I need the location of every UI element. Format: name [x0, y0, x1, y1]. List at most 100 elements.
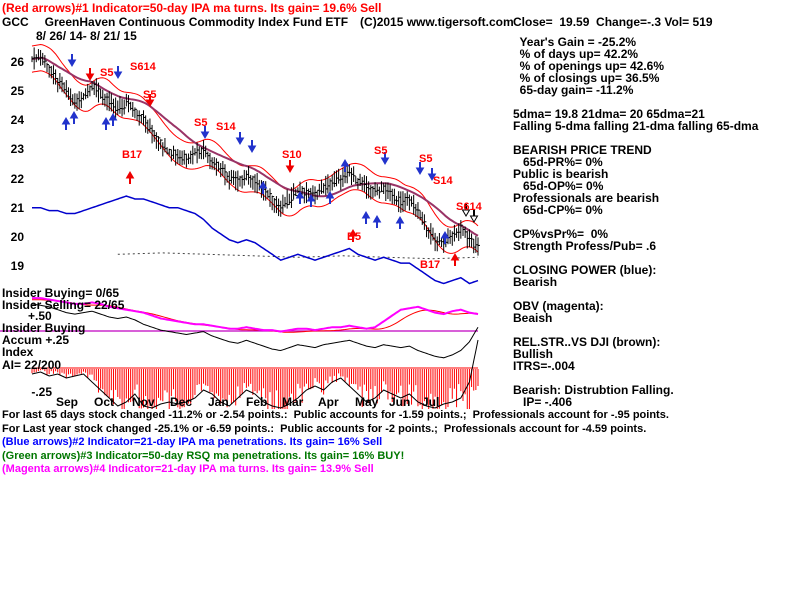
stats-line: % of days up= 42.2% [513, 47, 639, 61]
month-label: Dec [170, 395, 193, 409]
stats-line: ITRS=-.004 [513, 359, 575, 373]
stats-line: 65d-PR%= 0% [513, 155, 603, 169]
month-label: Nov [132, 395, 155, 409]
y-axis-label: 25 [10, 84, 24, 99]
y-axis-label: 19 [10, 259, 24, 273]
signal-label: S14 [216, 121, 236, 133]
instrument-name: GreenHaven Continuous Commodity Index Fu… [44, 15, 349, 29]
stats-line: Professionals are bearish [513, 191, 660, 205]
accum-index-label-2: Accum +.25 [2, 333, 70, 347]
ai-scale-minus-label: -.25 [28, 385, 53, 399]
signal-label: S5 [419, 153, 432, 165]
accum-index-line [31, 339, 479, 409]
signal-label: B5 [347, 231, 361, 243]
down-arrow-icon [380, 157, 390, 165]
stats-line: 65d-OP%= 0% [513, 179, 604, 193]
down-arrow-icon [200, 131, 210, 139]
up-arrow-icon [69, 111, 79, 119]
month-label: Oct [94, 395, 115, 409]
y-axis-label: 26 [10, 55, 24, 69]
signal-label: S614 [456, 201, 483, 213]
closing-power-line [32, 195, 479, 285]
y-axis-label: 21 [10, 200, 24, 215]
stats-line: IP= -.406 [513, 395, 573, 409]
y-axis-label: 23 [10, 142, 24, 157]
down-arrow-icon [285, 165, 295, 173]
stats-line: Beaish [513, 311, 553, 325]
price-ma-bands [31, 43, 479, 254]
price-bars [31, 47, 480, 256]
stats-line: 65d-CP%= 0% [513, 203, 603, 217]
month-label: Mar [282, 395, 304, 409]
y-axis-label: 20 [10, 229, 24, 244]
date-range: 8/ 26/ 14- 8/ 21/ 15 [36, 29, 137, 43]
signal-label: S614 [130, 61, 157, 73]
ai-ratio-label: AI= 22/200 [2, 358, 62, 372]
down-arrow-icon [113, 71, 123, 79]
month-label: Feb [246, 395, 268, 409]
stats-line: Bearish [513, 275, 558, 289]
month-label: Jan [208, 395, 229, 409]
signal-label: S10 [282, 149, 302, 161]
up-arrow-icon [395, 216, 405, 224]
stats-line: Strength Profess/Pub= .6 [513, 239, 657, 253]
up-arrow-icon [372, 215, 382, 223]
month-label: Jun [389, 395, 411, 409]
ma200-dotted-line [117, 252, 479, 260]
stats-line: 5dma= 19.8 21dma= 20 65dma=21 [513, 107, 705, 121]
signal-label: S5 [143, 89, 156, 101]
up-arrow-icon [450, 253, 460, 261]
down-arrow-icon [85, 73, 95, 81]
month-label: Apr [318, 395, 339, 409]
stats-line: Falling 5-dma falling 21-dma falling 65-… [513, 119, 759, 133]
y-axis-label: 22 [10, 171, 24, 186]
ticker-symbol: GCC [2, 15, 29, 29]
accum-index-label-3: Index [2, 345, 34, 359]
stats-line: % of openings up= 42.6% [513, 59, 665, 73]
up-arrow-icon [125, 171, 135, 179]
down-arrow-icon [415, 167, 425, 175]
month-label: Jul [422, 395, 440, 409]
summary-line: For last 65 days stock changed -11.2% or… [2, 409, 669, 421]
up-arrow-icon [440, 231, 450, 239]
indicator1-legend: (Red arrows)#1 Indicator=50-day IPA ma t… [2, 1, 382, 15]
summary-line: (Green arrows)#3 Indicator=50-day RSQ ma… [2, 449, 405, 462]
signal-label: S5 [374, 145, 387, 157]
signal-label: B17 [420, 259, 440, 271]
stats-line: 65-day gain= -11.2% [513, 83, 634, 97]
stats-line: OBV (magenta): [513, 299, 604, 313]
insider-buying-label: Insider Buying= 0/65 [2, 286, 120, 300]
signal-label: B17 [122, 149, 142, 161]
up-arrow-icon [101, 117, 111, 125]
stats-line: Bullish [513, 347, 554, 361]
signal-label: S5 [100, 67, 113, 79]
quote-line: Close= 19.59 Change=-.3 Vol= 519 [513, 15, 713, 29]
up-arrow-icon [361, 211, 371, 219]
up-arrow-icon [340, 159, 350, 167]
obv-line [32, 297, 479, 333]
relative-strength-line [31, 303, 479, 359]
copyright-text: (C)2015 www.tigersoft.com [360, 15, 514, 29]
signal-arrows [61, 54, 479, 266]
stats-line: Year's Gain = -25.2% [513, 35, 637, 49]
y-axis-label: 24 [10, 113, 24, 128]
signal-label: S14 [433, 175, 453, 187]
stats-line: Bearish: Distrubtion Falling. [513, 383, 674, 397]
down-arrow-icon [247, 145, 257, 153]
month-label: May [355, 395, 379, 409]
accum-index-label-1: Insider Buying [2, 321, 86, 335]
insider-selling-label: Insider Selling= 22/65 [2, 298, 125, 312]
stats-line: REL.STR..VS DJI (brown): [513, 335, 661, 349]
down-arrow-icon [67, 59, 77, 67]
ai-scale-plus-label: +.50 [28, 309, 52, 323]
stats-line: CLOSING POWER (blue): [513, 263, 657, 277]
month-label: Sep [56, 395, 79, 409]
chart-title-line: GCC GreenHaven Continuous Commodity Index… [2, 16, 514, 28]
signal-label: S5 [194, 117, 207, 129]
down-arrow-icon [235, 137, 245, 145]
summary-line: (Magenta arrows)#4 Indicator=21-day IPA … [2, 463, 374, 475]
summary-line: (Blue arrows)#2 Indicator=21-day IPA ma … [2, 436, 383, 448]
stats-line: Public is bearish [513, 167, 609, 181]
